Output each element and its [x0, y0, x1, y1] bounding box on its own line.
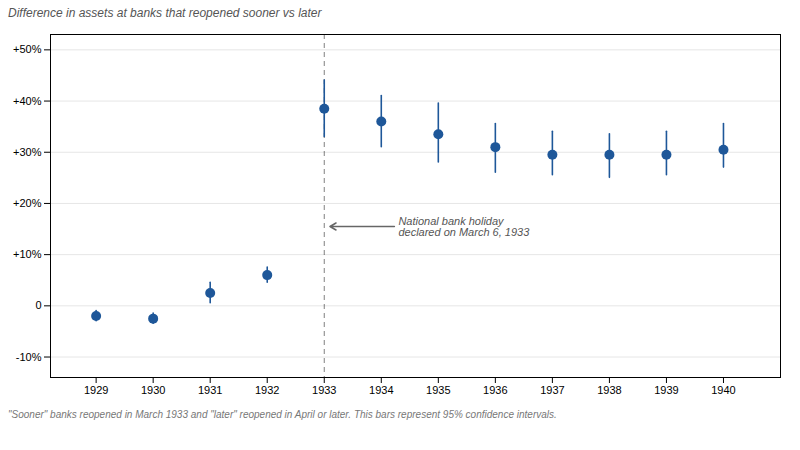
html-text:Difference in assets at banks: Difference in assets at banks that reope… — [8, 6, 322, 20]
svg-text:1937: 1937 — [540, 384, 564, 396]
svg-text:1932: 1932 — [255, 384, 279, 396]
svg-text:1930: 1930 — [141, 384, 165, 396]
svg-text:+30%: +30% — [13, 146, 42, 158]
svg-text:+10%: +10% — [13, 248, 42, 260]
svg-text:1940: 1940 — [711, 384, 735, 396]
svg-text:1936: 1936 — [483, 384, 507, 396]
svg-text:1938: 1938 — [597, 384, 621, 396]
svg-text:+20%: +20% — [13, 197, 42, 209]
svg-text:1929: 1929 — [84, 384, 108, 396]
svg-text:1935: 1935 — [426, 384, 450, 396]
html-text:"Sooner" banks reopened in Mar: "Sooner" banks reopened in March 1933 an… — [8, 409, 557, 420]
svg-text:-10%: -10% — [16, 351, 42, 363]
svg-text:1931: 1931 — [198, 384, 222, 396]
svg-text:National bank holidaydeclared: National bank holidaydeclared on March 6… — [398, 214, 530, 237]
svg-text:+50%: +50% — [13, 43, 42, 55]
svg-text:0: 0 — [35, 299, 41, 311]
svg-text:1939: 1939 — [654, 384, 678, 396]
svg-text:+40%: +40% — [13, 95, 42, 107]
svg-text:1933: 1933 — [312, 384, 336, 396]
svg-text:1934: 1934 — [369, 384, 393, 396]
